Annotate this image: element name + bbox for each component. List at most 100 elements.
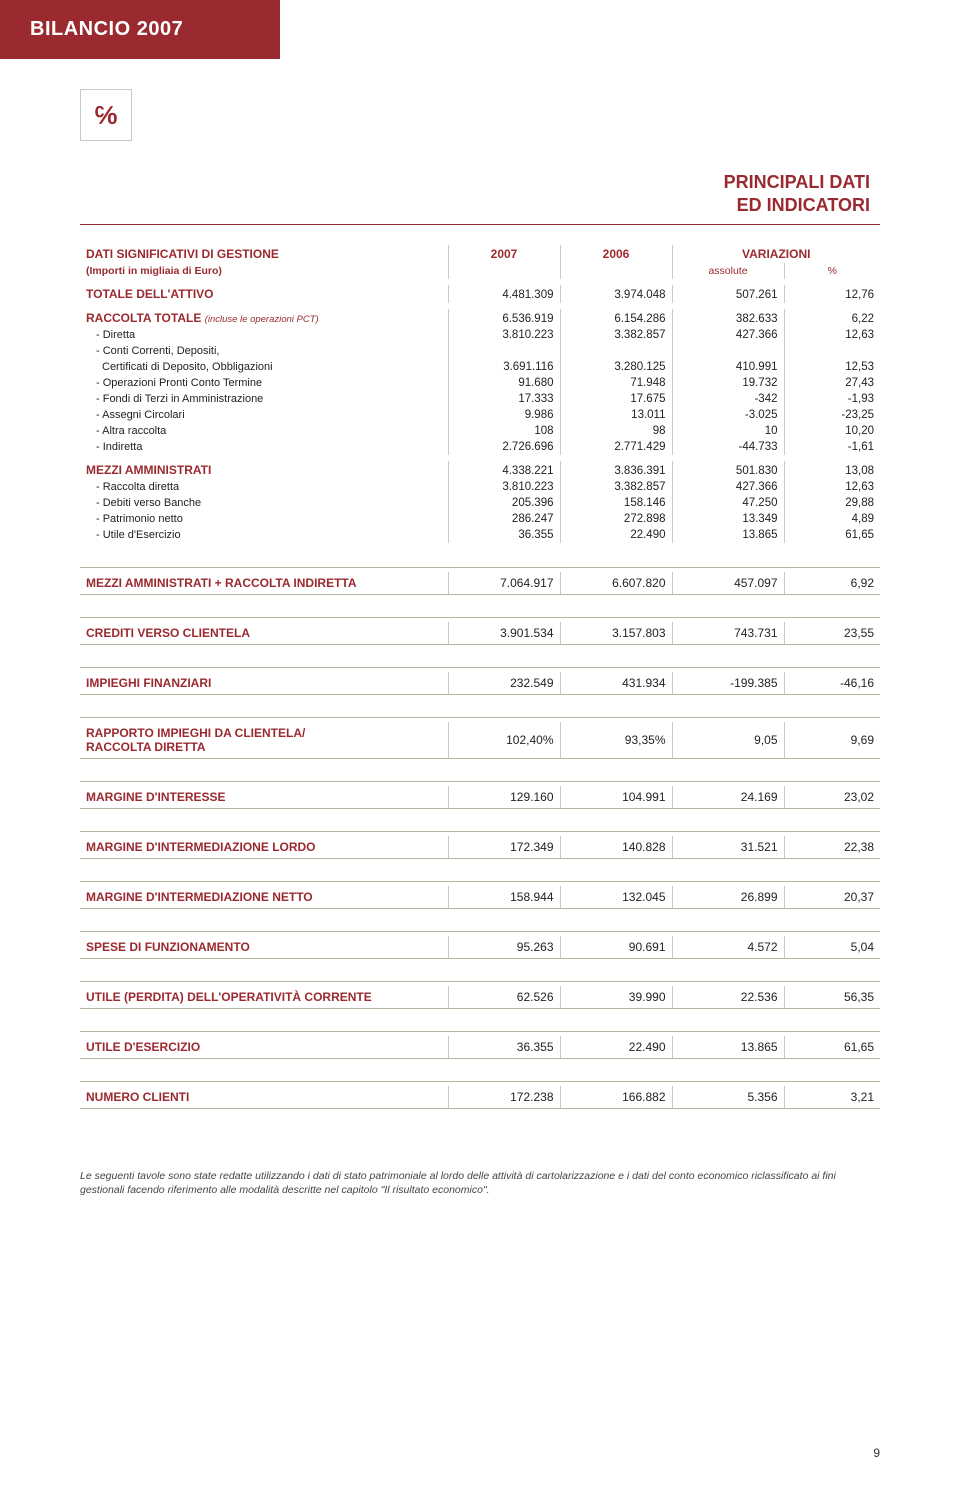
- metric-abs: 26.899: [672, 886, 784, 908]
- metric-table: IMPIEGHI FINANZIARI232.549431.934-199.38…: [80, 672, 880, 694]
- single-metric-block: NUMERO CLIENTI172.238166.8825.3563,21: [0, 1081, 960, 1109]
- table-row: - Fondi di Terzi in Amministrazione17.33…: [80, 391, 880, 407]
- header-variazioni: VARIAZIONI: [672, 245, 880, 263]
- metric-pct: 6,92: [784, 572, 880, 594]
- metric-pct: 9,69: [784, 722, 880, 758]
- metric-label: MARGINE D'INTERESSE: [80, 786, 448, 808]
- metric-pct: -46,16: [784, 672, 880, 694]
- divider: [80, 808, 880, 809]
- metric-table: MARGINE D'INTERMEDIAZIONE LORDO172.34914…: [80, 836, 880, 858]
- divider: [80, 781, 880, 782]
- metric-abs: 24.169: [672, 786, 784, 808]
- metric-pct: 61,65: [784, 1036, 880, 1058]
- metric-abs: 457.097: [672, 572, 784, 594]
- metric-2006: 431.934: [560, 672, 672, 694]
- metric-2007: 3.901.534: [448, 622, 560, 644]
- subheader-assolute: assolute: [672, 263, 784, 279]
- metric-row: IMPIEGHI FINANZIARI232.549431.934-199.38…: [80, 672, 880, 694]
- single-metric-block: MEZZI AMMINISTRATI + RACCOLTA INDIRETTA7…: [0, 567, 960, 595]
- metric-label: IMPIEGHI FINANZIARI: [80, 672, 448, 694]
- metric-abs: 22.536: [672, 986, 784, 1008]
- metric-2006: 132.045: [560, 886, 672, 908]
- metric-table: RAPPORTO IMPIEGHI DA CLIENTELA/RACCOLTA …: [80, 722, 880, 758]
- single-metric-block: MARGINE D'INTERESSE129.160104.99124.1692…: [0, 781, 960, 809]
- metric-2006: 104.991: [560, 786, 672, 808]
- divider: [80, 1108, 880, 1109]
- divider: [80, 858, 880, 859]
- single-metric-block: UTILE (PERDITA) DELL'OPERATIVITÀ CORRENT…: [0, 981, 960, 1009]
- metric-label: NUMERO CLIENTI: [80, 1086, 448, 1108]
- divider: [80, 1058, 880, 1059]
- document-title: BILANCIO 2007: [30, 18, 183, 40]
- metric-row: MARGINE D'INTERMEDIAZIONE NETTO158.94413…: [80, 886, 880, 908]
- subheader-pct: %: [784, 263, 880, 279]
- single-metric-block: MARGINE D'INTERMEDIAZIONE LORDO172.34914…: [0, 831, 960, 859]
- metric-pct: 3,21: [784, 1086, 880, 1108]
- footnote: Le seguenti tavole sono state redatte ut…: [80, 1169, 880, 1198]
- metric-2006: 39.990: [560, 986, 672, 1008]
- table-row: - Utile d'Esercizio36.35522.49013.86561,…: [80, 527, 880, 543]
- logo-icon: ℅: [80, 89, 132, 141]
- metric-row: NUMERO CLIENTI172.238166.8825.3563,21: [80, 1086, 880, 1108]
- metric-table: MARGINE D'INTERESSE129.160104.99124.1692…: [80, 786, 880, 808]
- metric-row: MARGINE D'INTERMEDIAZIONE LORDO172.34914…: [80, 836, 880, 858]
- divider: [80, 831, 880, 832]
- row-mezzi-amministrati: MEZZI AMMINISTRATI 4.338.221 3.836.391 5…: [80, 461, 880, 479]
- table-row: - Conti Correnti, Depositi,: [80, 343, 880, 359]
- table-row: - Debiti verso Banche205.396158.14647.25…: [80, 495, 880, 511]
- divider: [80, 981, 880, 982]
- row-raccolta-totale: RACCOLTA TOTALE (incluse le operazioni P…: [80, 309, 880, 327]
- metric-label: SPESE DI FUNZIONAMENTO: [80, 936, 448, 958]
- page-number: 9: [873, 1446, 880, 1460]
- divider: [80, 594, 880, 595]
- row-totale-attivo: TOTALE DELL'ATTIVO 4.481.309 3.974.048 5…: [80, 285, 880, 303]
- metric-2007: 36.355: [448, 1036, 560, 1058]
- metric-pct: 56,35: [784, 986, 880, 1008]
- metric-table: NUMERO CLIENTI172.238166.8825.3563,21: [80, 1086, 880, 1108]
- metric-2006: 6.607.820: [560, 572, 672, 594]
- single-metric-block: CREDITI VERSO CLIENTELA3.901.5343.157.80…: [0, 617, 960, 645]
- section-rule: [80, 224, 880, 225]
- divider: [80, 908, 880, 909]
- table-row: - Operazioni Pronti Conto Termine91.6807…: [80, 375, 880, 391]
- divider: [80, 567, 880, 568]
- table-row: - Assegni Circolari9.98613.011-3.025-23,…: [80, 407, 880, 423]
- divider: [80, 881, 880, 882]
- single-metric-block: UTILE D'ESERCIZIO36.35522.49013.86561,65: [0, 1031, 960, 1059]
- metric-abs: 4.572: [672, 936, 784, 958]
- metric-2007: 172.349: [448, 836, 560, 858]
- metric-label: UTILE (PERDITA) DELL'OPERATIVITÀ CORRENT…: [80, 986, 448, 1008]
- metric-2006: 3.157.803: [560, 622, 672, 644]
- table-row: - Indiretta2.726.6962.771.429-44.733-1,6…: [80, 439, 880, 455]
- metric-row: UTILE D'ESERCIZIO36.35522.49013.86561,65: [80, 1036, 880, 1058]
- divider: [80, 617, 880, 618]
- metric-row: UTILE (PERDITA) DELL'OPERATIVITÀ CORRENT…: [80, 986, 880, 1008]
- header-label: DATI SIGNIFICATIVI DI GESTIONE: [80, 245, 448, 263]
- divider: [80, 667, 880, 668]
- metric-pct: 23,02: [784, 786, 880, 808]
- divider: [80, 1008, 880, 1009]
- metric-pct: 5,04: [784, 936, 880, 958]
- metric-2006: 22.490: [560, 1036, 672, 1058]
- metric-2007: 129.160: [448, 786, 560, 808]
- divider: [80, 694, 880, 695]
- table-subheader-row: (Importi in migliaia di Euro) assolute %: [80, 263, 880, 279]
- metric-2007: 158.944: [448, 886, 560, 908]
- metric-2006: 166.882: [560, 1086, 672, 1108]
- metric-row: RAPPORTO IMPIEGHI DA CLIENTELA/RACCOLTA …: [80, 722, 880, 758]
- section-title: PRINCIPALI DATI ED INDICATORI: [0, 171, 870, 218]
- metric-table: UTILE D'ESERCIZIO36.35522.49013.86561,65: [80, 1036, 880, 1058]
- divider: [80, 958, 880, 959]
- singles-container: MEZZI AMMINISTRATI + RACCOLTA INDIRETTA7…: [0, 567, 960, 1109]
- divider: [80, 1031, 880, 1032]
- metric-abs: -199.385: [672, 672, 784, 694]
- table-row: - Patrimonio netto286.247272.89813.3494,…: [80, 511, 880, 527]
- metric-row: MEZZI AMMINISTRATI + RACCOLTA INDIRETTA7…: [80, 572, 880, 594]
- header-sublabel: (Importi in migliaia di Euro): [80, 263, 448, 279]
- metric-pct: 20,37: [784, 886, 880, 908]
- metric-label: MARGINE D'INTERMEDIAZIONE LORDO: [80, 836, 448, 858]
- metric-row: CREDITI VERSO CLIENTELA3.901.5343.157.80…: [80, 622, 880, 644]
- metric-abs: 31.521: [672, 836, 784, 858]
- header-2006: 2006: [560, 245, 672, 263]
- metric-abs: 5.356: [672, 1086, 784, 1108]
